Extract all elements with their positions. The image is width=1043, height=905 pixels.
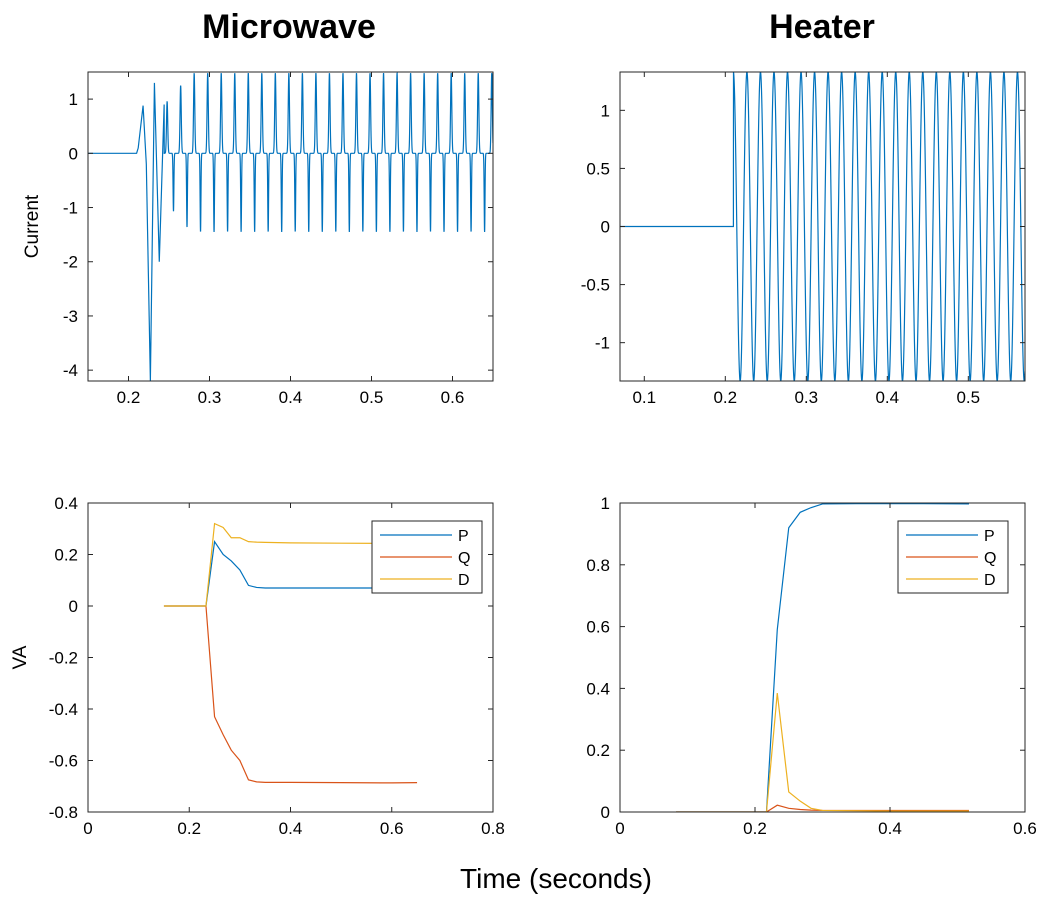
microwave-current-frame bbox=[87, 71, 494, 382]
microwave-current-xtick-label: 0.4 bbox=[279, 388, 303, 407]
microwave-current-ytick-label: -1 bbox=[63, 199, 78, 218]
heater-power-ytick-label: 0 bbox=[601, 803, 610, 822]
microwave-current-xtick-label: 0.3 bbox=[198, 388, 222, 407]
heater-power-frame bbox=[619, 502, 1026, 813]
heater-power-xtick-label: 0.6 bbox=[1013, 819, 1037, 838]
heater-power-xtick-label: 0 bbox=[615, 819, 624, 838]
heater-current-xtick-label: 0.1 bbox=[632, 388, 656, 407]
heater-current-axes: 0.1 0.2 0.3 0.4 0.5 1 0.5 0 -0.5 -1 bbox=[581, 71, 1026, 407]
microwave-power-data bbox=[163, 522, 418, 784]
heater-power-series-d-line bbox=[676, 692, 969, 812]
heater-current-xtick-label: 0.3 bbox=[794, 388, 818, 407]
microwave-power-xtick-label: 0.6 bbox=[380, 819, 404, 838]
microwave-power-ylabel: VA bbox=[10, 645, 31, 669]
microwave-current-axes: 0.2 0.3 0.4 0.5 0.6 1 0 -1 -2 -3 -4 Current bbox=[22, 71, 494, 407]
heater-current-ytick-label: -0.5 bbox=[581, 276, 610, 295]
heater-power-axes: 0 0.2 0.4 0.6 1 0.8 0.6 0.4 0.2 0 PQD bbox=[586, 494, 1036, 838]
heater-power-legend-label-q: Q bbox=[984, 550, 996, 567]
microwave-current-ytick-label: -3 bbox=[63, 307, 78, 326]
microwave-power-ytick-label: -0.4 bbox=[49, 700, 78, 719]
heater-power-xtick-label: 0.4 bbox=[878, 819, 902, 838]
heater-current-xtick-label: 0.4 bbox=[875, 388, 899, 407]
microwave-power-ytick-label: 0.2 bbox=[54, 546, 78, 565]
microwave-power-series-p-line bbox=[163, 539, 418, 607]
microwave-power-ytick-label: 0 bbox=[69, 597, 78, 616]
heater-power-data bbox=[676, 503, 969, 812]
heater-current-xtick-label: 0.2 bbox=[713, 388, 737, 407]
figure-xlabel: Time (seconds) bbox=[460, 863, 652, 894]
microwave-power-legend-label-q: Q bbox=[458, 550, 470, 567]
microwave-power-xtick-label: 0.4 bbox=[279, 819, 303, 838]
microwave-current-line bbox=[88, 72, 493, 381]
microwave-power-series-q-line bbox=[163, 605, 418, 784]
microwave-current-ytick-label: -4 bbox=[63, 361, 78, 380]
microwave-current-ytick-label: -2 bbox=[63, 253, 78, 272]
heater-power-legend: PQD bbox=[897, 520, 1009, 594]
microwave-power-axes: 0 0.2 0.4 0.6 0.8 0.4 0.2 0 -0.2 -0.4 -0.6 -0.8 VA PQ… bbox=[10, 494, 505, 838]
microwave-current-ytick-label: 0 bbox=[69, 144, 78, 163]
microwave-current-xtick-label: 0.6 bbox=[441, 388, 465, 407]
heater-power-series-p-line bbox=[676, 503, 969, 812]
heater-current-xtick-label: 0.5 bbox=[956, 388, 980, 407]
microwave-power-xtick-label: 0.2 bbox=[177, 819, 201, 838]
microwave-power-legend-label-d: D bbox=[458, 572, 470, 589]
microwave-power-ytick-label: -0.2 bbox=[49, 649, 78, 668]
microwave-power-series-d-line bbox=[163, 522, 418, 607]
microwave-power-ytick-label: 0.4 bbox=[54, 494, 78, 513]
heater-power-ytick-label: 0.8 bbox=[586, 556, 610, 575]
microwave-current-xtick-label: 0.2 bbox=[117, 388, 141, 407]
heater-power-legend-label-p: P bbox=[984, 528, 995, 545]
microwave-current-data bbox=[88, 72, 493, 381]
microwave-power-ytick-label: -0.6 bbox=[49, 752, 78, 771]
microwave-current-xtick-label: 0.5 bbox=[360, 388, 384, 407]
heater-power-ytick-label: 0.6 bbox=[586, 618, 610, 637]
heater-current-ytick-label: -1 bbox=[595, 334, 610, 353]
heater-current-ytick-label: 0.5 bbox=[586, 159, 610, 178]
microwave-current-ytick-label: 1 bbox=[69, 90, 78, 109]
heater-power-ytick-label: 1 bbox=[601, 494, 610, 513]
heater-current-ytick-label: 1 bbox=[601, 101, 610, 120]
heater-power-xtick-label: 0.2 bbox=[743, 819, 767, 838]
heater-power-ytick-label: 0.2 bbox=[586, 741, 610, 760]
heater-current-line bbox=[620, 72, 1025, 381]
heater-power-ytick-label: 0.4 bbox=[586, 679, 610, 698]
microwave-current-ylabel: Current bbox=[22, 194, 43, 258]
heater-power-legend-label-d: D bbox=[984, 572, 996, 589]
microwave-power-legend-label-p: P bbox=[458, 528, 469, 545]
heater-current-ytick-label: 0 bbox=[601, 218, 610, 237]
microwave-power-xtick-label: 0 bbox=[83, 819, 92, 838]
heater-column-title: Heater bbox=[769, 8, 875, 46]
microwave-power-xtick-label: 0.8 bbox=[481, 819, 505, 838]
microwave-column-title: Microwave bbox=[202, 8, 376, 46]
microwave-power-ytick-label: -0.8 bbox=[49, 803, 78, 822]
microwave-power-legend: PQD bbox=[371, 520, 483, 594]
heater-current-data bbox=[620, 72, 1025, 381]
